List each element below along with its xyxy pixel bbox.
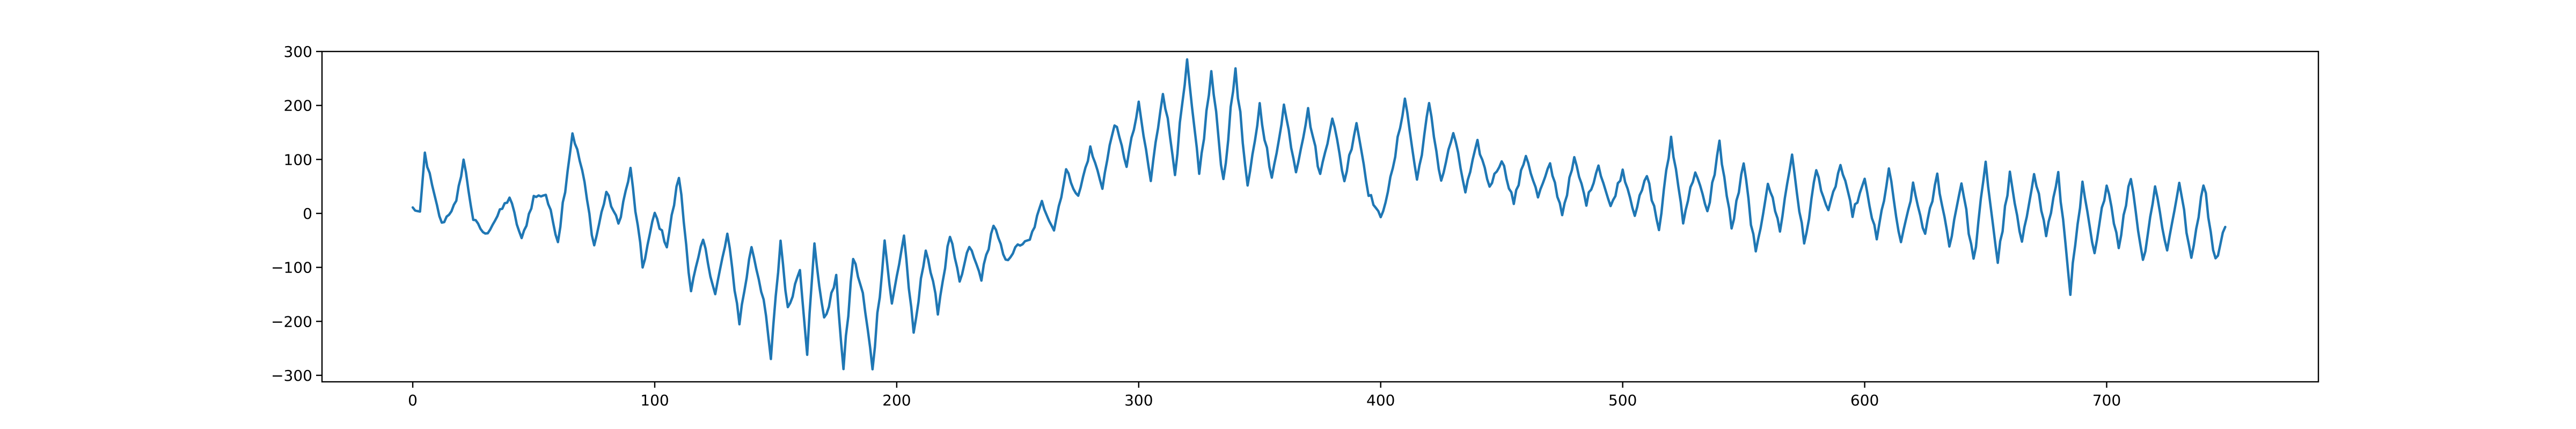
x-tick-label: 700 xyxy=(2092,391,2121,409)
x-tick-label: 0 xyxy=(408,391,418,409)
axes-frame xyxy=(321,50,2319,383)
y-tick-label: 200 xyxy=(284,97,312,115)
x-tick-label: 300 xyxy=(1124,391,1153,409)
series-line xyxy=(411,58,2227,371)
y-tick-label: −200 xyxy=(271,313,312,330)
y-tick-label: 0 xyxy=(303,205,312,223)
plot-area xyxy=(411,58,2227,371)
x-tick-label: 600 xyxy=(1850,391,1879,409)
y-axis: 300 200 100 0 −100 −200 −300 xyxy=(271,43,322,384)
y-tick-label: −300 xyxy=(271,367,312,384)
y-tick-label: −100 xyxy=(271,259,312,277)
x-tick-label: 500 xyxy=(1608,391,1637,409)
y-tick-label: 100 xyxy=(284,151,312,168)
x-tick-label: 100 xyxy=(640,391,669,409)
x-tick-label: 200 xyxy=(882,391,911,409)
x-axis: 0 100 200 300 400 500 600 700 xyxy=(408,382,2121,409)
x-tick-label: 400 xyxy=(1366,391,1395,409)
y-tick-label: 300 xyxy=(284,43,312,61)
